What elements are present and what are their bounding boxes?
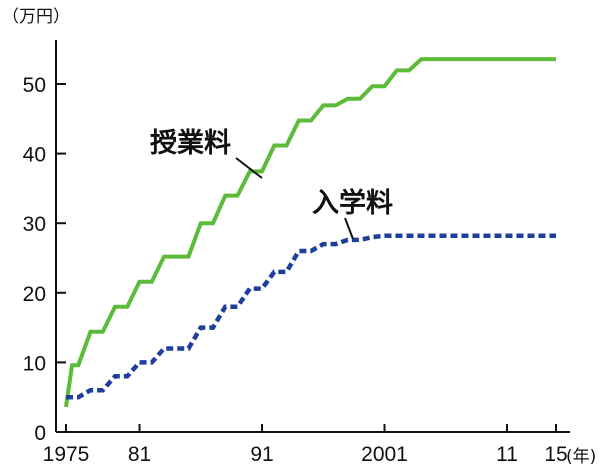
y-unit-label: （万円） bbox=[2, 7, 70, 27]
y-tick-label: 50 bbox=[23, 74, 46, 97]
axes bbox=[55, 40, 570, 433]
annotation-tuition-leader bbox=[235, 157, 263, 179]
x-unit-label: (年) bbox=[566, 447, 596, 467]
annotation-entrance-leader bbox=[344, 217, 354, 240]
series-line-tuition bbox=[64, 57, 556, 408]
y-tick-label: 10 bbox=[23, 352, 46, 375]
x-ticks: 1975 81 91 2001 11 15 bbox=[43, 424, 568, 466]
annotation-tuition-label: 授業料 bbox=[150, 128, 231, 159]
x-tick-label: 81 bbox=[128, 443, 151, 466]
annotation-tuition: 授業料 bbox=[150, 128, 263, 179]
y-tick-label: 30 bbox=[23, 213, 46, 236]
y-tick-label: 20 bbox=[23, 283, 46, 306]
x-tick-label: 1975 bbox=[43, 443, 90, 466]
y-tick-label: 40 bbox=[23, 144, 46, 167]
y-ticks: 0 10 20 30 40 50 bbox=[23, 74, 66, 445]
x-tick-label: 91 bbox=[250, 443, 273, 466]
annotation-entrance: 入学料 bbox=[312, 187, 393, 240]
annotation-entrance-label: 入学料 bbox=[312, 187, 393, 219]
series-layer bbox=[64, 57, 556, 408]
y-tick-label: 0 bbox=[34, 422, 46, 445]
x-tick-label: 11 bbox=[496, 443, 518, 466]
series-line-entrance bbox=[66, 233, 556, 400]
x-tick-label: 15 bbox=[544, 443, 567, 466]
x-tick-label: 2001 bbox=[361, 443, 408, 466]
